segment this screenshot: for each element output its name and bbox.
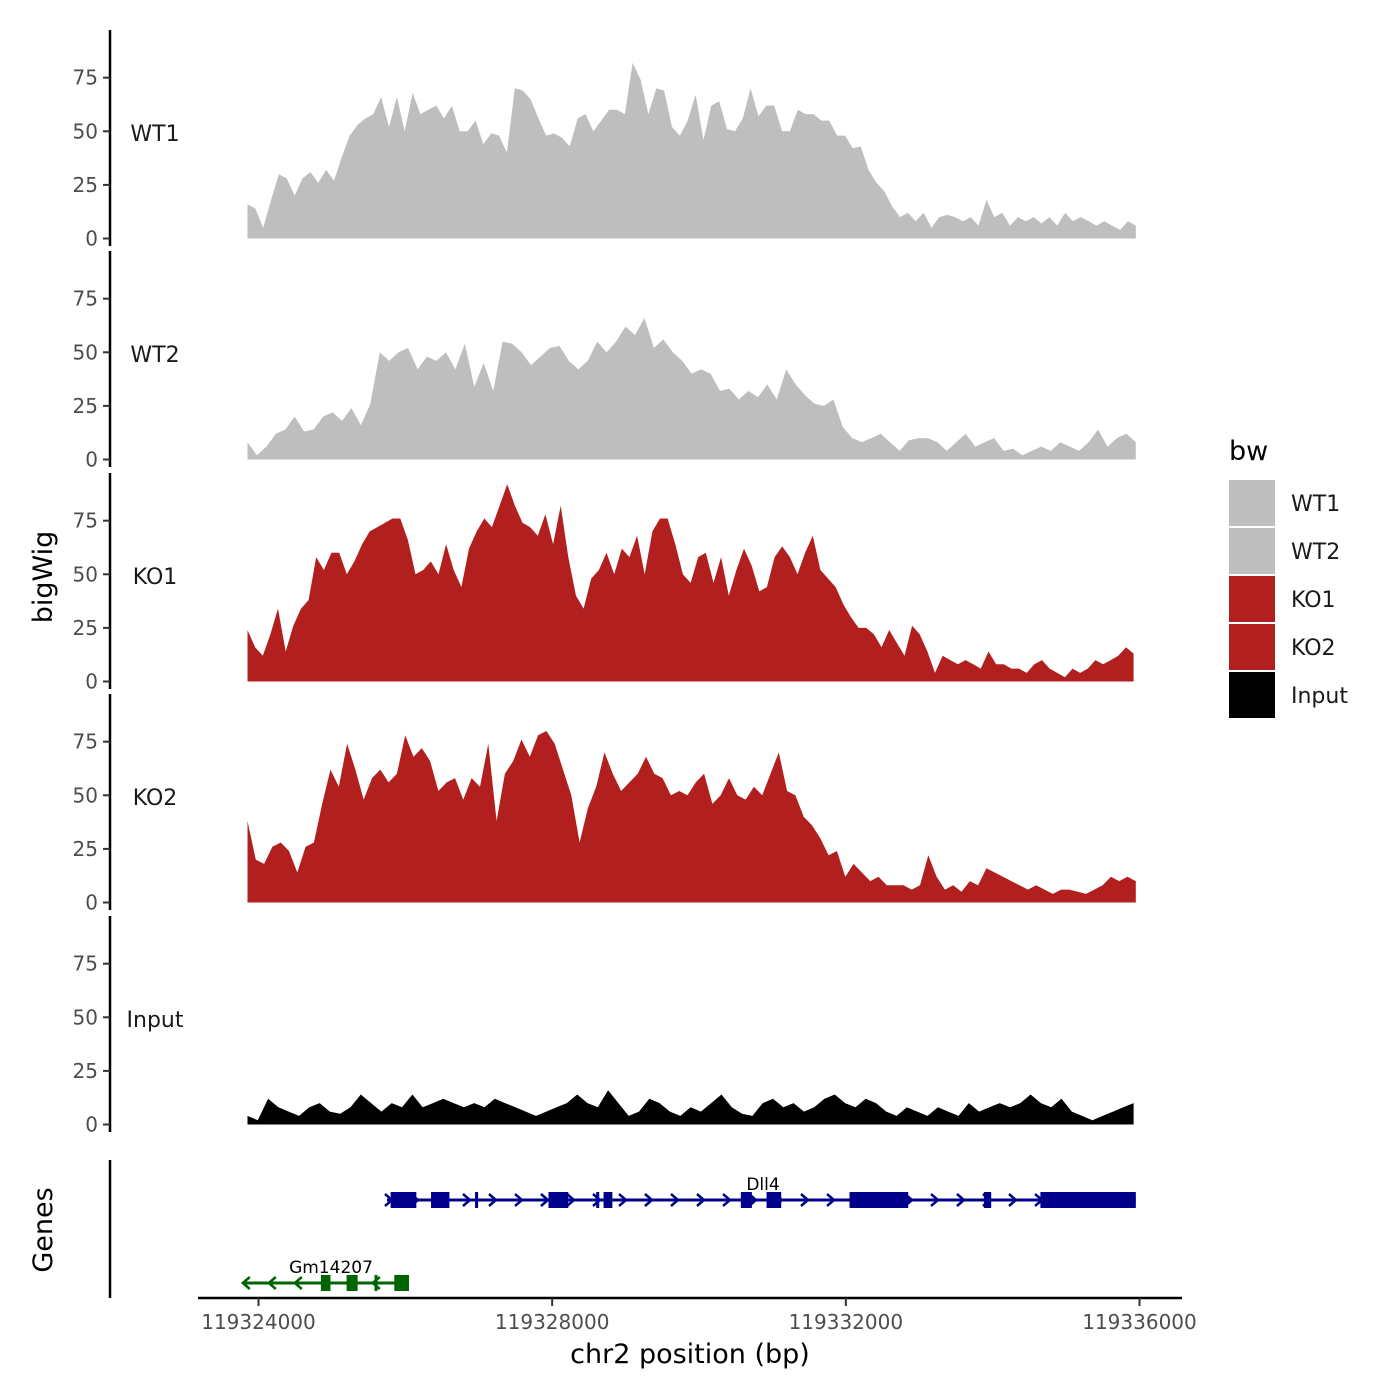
legend-key: [1229, 576, 1275, 622]
strand-arrow: [722, 1193, 732, 1207]
legend-label: KO2: [1291, 636, 1336, 661]
x-tick-label: 119332000: [789, 1310, 904, 1334]
signal-area: [247, 1090, 1134, 1125]
strand-arrow: [670, 1193, 680, 1207]
y-tick-label: 0: [85, 891, 98, 915]
exon: [431, 1192, 450, 1208]
track-label: WT1: [130, 122, 179, 147]
exon: [548, 1192, 569, 1208]
y-tick-label: 25: [73, 173, 98, 197]
y-tick-label: 50: [73, 1005, 98, 1029]
signal-area: [247, 318, 1136, 460]
exon: [374, 1275, 378, 1291]
exon: [983, 1192, 992, 1208]
track-label: KO1: [133, 565, 178, 590]
strand-arrow: [956, 1193, 966, 1207]
strand-arrow: [644, 1193, 654, 1207]
exon: [394, 1275, 410, 1291]
legend-key: [1229, 624, 1275, 670]
strand-arrow: [292, 1276, 303, 1290]
track-wt2: 0 25 50 75 WT2: [73, 251, 1136, 472]
y-tick-label: 25: [73, 394, 98, 418]
x-tick-label: 119336000: [1082, 1310, 1197, 1334]
signal-area: [247, 484, 1134, 682]
track-label: KO2: [133, 786, 178, 811]
exon: [1040, 1192, 1136, 1208]
track-wt1: 0 25 50 75 WT1: [73, 30, 1136, 251]
exon: [849, 1192, 909, 1208]
signal-area: [247, 731, 1136, 903]
strand-arrow: [240, 1276, 251, 1290]
y-tick-label: 0: [85, 1113, 98, 1137]
genes-axis-title: Genes: [28, 1187, 59, 1272]
y-tick-label: 25: [73, 837, 98, 861]
strand-arrow: [266, 1276, 277, 1290]
y-tick-label: 0: [85, 227, 98, 251]
legend-key: [1229, 528, 1275, 574]
signal-area: [247, 62, 1136, 239]
y-tick-label: 50: [73, 562, 98, 586]
strand-arrow: [566, 1193, 576, 1207]
gene-dll4: Dll4: [384, 1175, 1136, 1208]
y-tick-label: 0: [85, 670, 98, 694]
x-axis-title: chr2 position (bp): [570, 1339, 810, 1370]
legend-label: WT2: [1291, 540, 1340, 565]
legend-key: [1229, 480, 1275, 526]
exon: [766, 1192, 782, 1208]
genes-panel: Genes Dll4 Gm14207: [28, 1160, 1136, 1298]
strand-arrow: [800, 1193, 810, 1207]
strand-arrow: [462, 1193, 472, 1207]
exon: [740, 1192, 752, 1208]
track-ko1: 0 25 50 75 KO1: [73, 473, 1134, 694]
strand-arrow: [540, 1193, 550, 1207]
y-tick-label: 25: [73, 616, 98, 640]
y-axis-title: bigWig: [28, 531, 59, 624]
gene-gm14207: Gm14207: [240, 1258, 410, 1291]
strand-arrow: [826, 1193, 836, 1207]
strand-arrow: [696, 1193, 706, 1207]
strand-arrow: [618, 1193, 628, 1207]
x-axis: 119324000 119328000 119332000 119336000 chr2…: [198, 1296, 1197, 1370]
gene-label: Gm14207: [289, 1258, 373, 1278]
legend-label: KO1: [1291, 588, 1336, 613]
exon: [596, 1192, 600, 1208]
y-tick-label: 0: [85, 448, 98, 472]
y-tick-label: 50: [73, 119, 98, 143]
strand-arrow: [1008, 1193, 1018, 1207]
strand-arrow: [514, 1193, 524, 1207]
y-tick-label: 75: [73, 287, 98, 311]
y-tick-label: 75: [73, 730, 98, 754]
y-tick-label: 75: [73, 66, 98, 90]
legend-key: [1229, 672, 1275, 718]
strand-arrow: [930, 1193, 940, 1207]
gene-label: Dll4: [746, 1175, 779, 1195]
exon: [603, 1192, 613, 1208]
exon: [475, 1192, 479, 1208]
exon: [390, 1192, 417, 1208]
x-tick-label: 119324000: [201, 1310, 316, 1334]
legend: bw WT1 WT2 KO1 KO2 Input: [1229, 436, 1348, 718]
track-label: WT2: [130, 343, 179, 368]
y-tick-label: 50: [73, 783, 98, 807]
strand-arrow: [488, 1193, 498, 1207]
x-tick-label: 119328000: [495, 1310, 610, 1334]
y-tick-label: 75: [73, 952, 98, 976]
legend-label: Input: [1291, 684, 1348, 709]
y-tick-label: 50: [73, 340, 98, 364]
track-label: Input: [127, 1008, 184, 1033]
track-input: 0 25 50 75 Input: [73, 916, 1134, 1137]
strand-arrow: [592, 1193, 602, 1207]
track-ko2: 0 25 50 75 KO2: [73, 694, 1136, 915]
y-tick-label: 25: [73, 1059, 98, 1083]
exon: [346, 1275, 358, 1291]
legend-title: bw: [1229, 436, 1268, 467]
y-tick-label: 75: [73, 509, 98, 533]
legend-label: WT1: [1291, 492, 1340, 517]
exon: [320, 1275, 331, 1291]
